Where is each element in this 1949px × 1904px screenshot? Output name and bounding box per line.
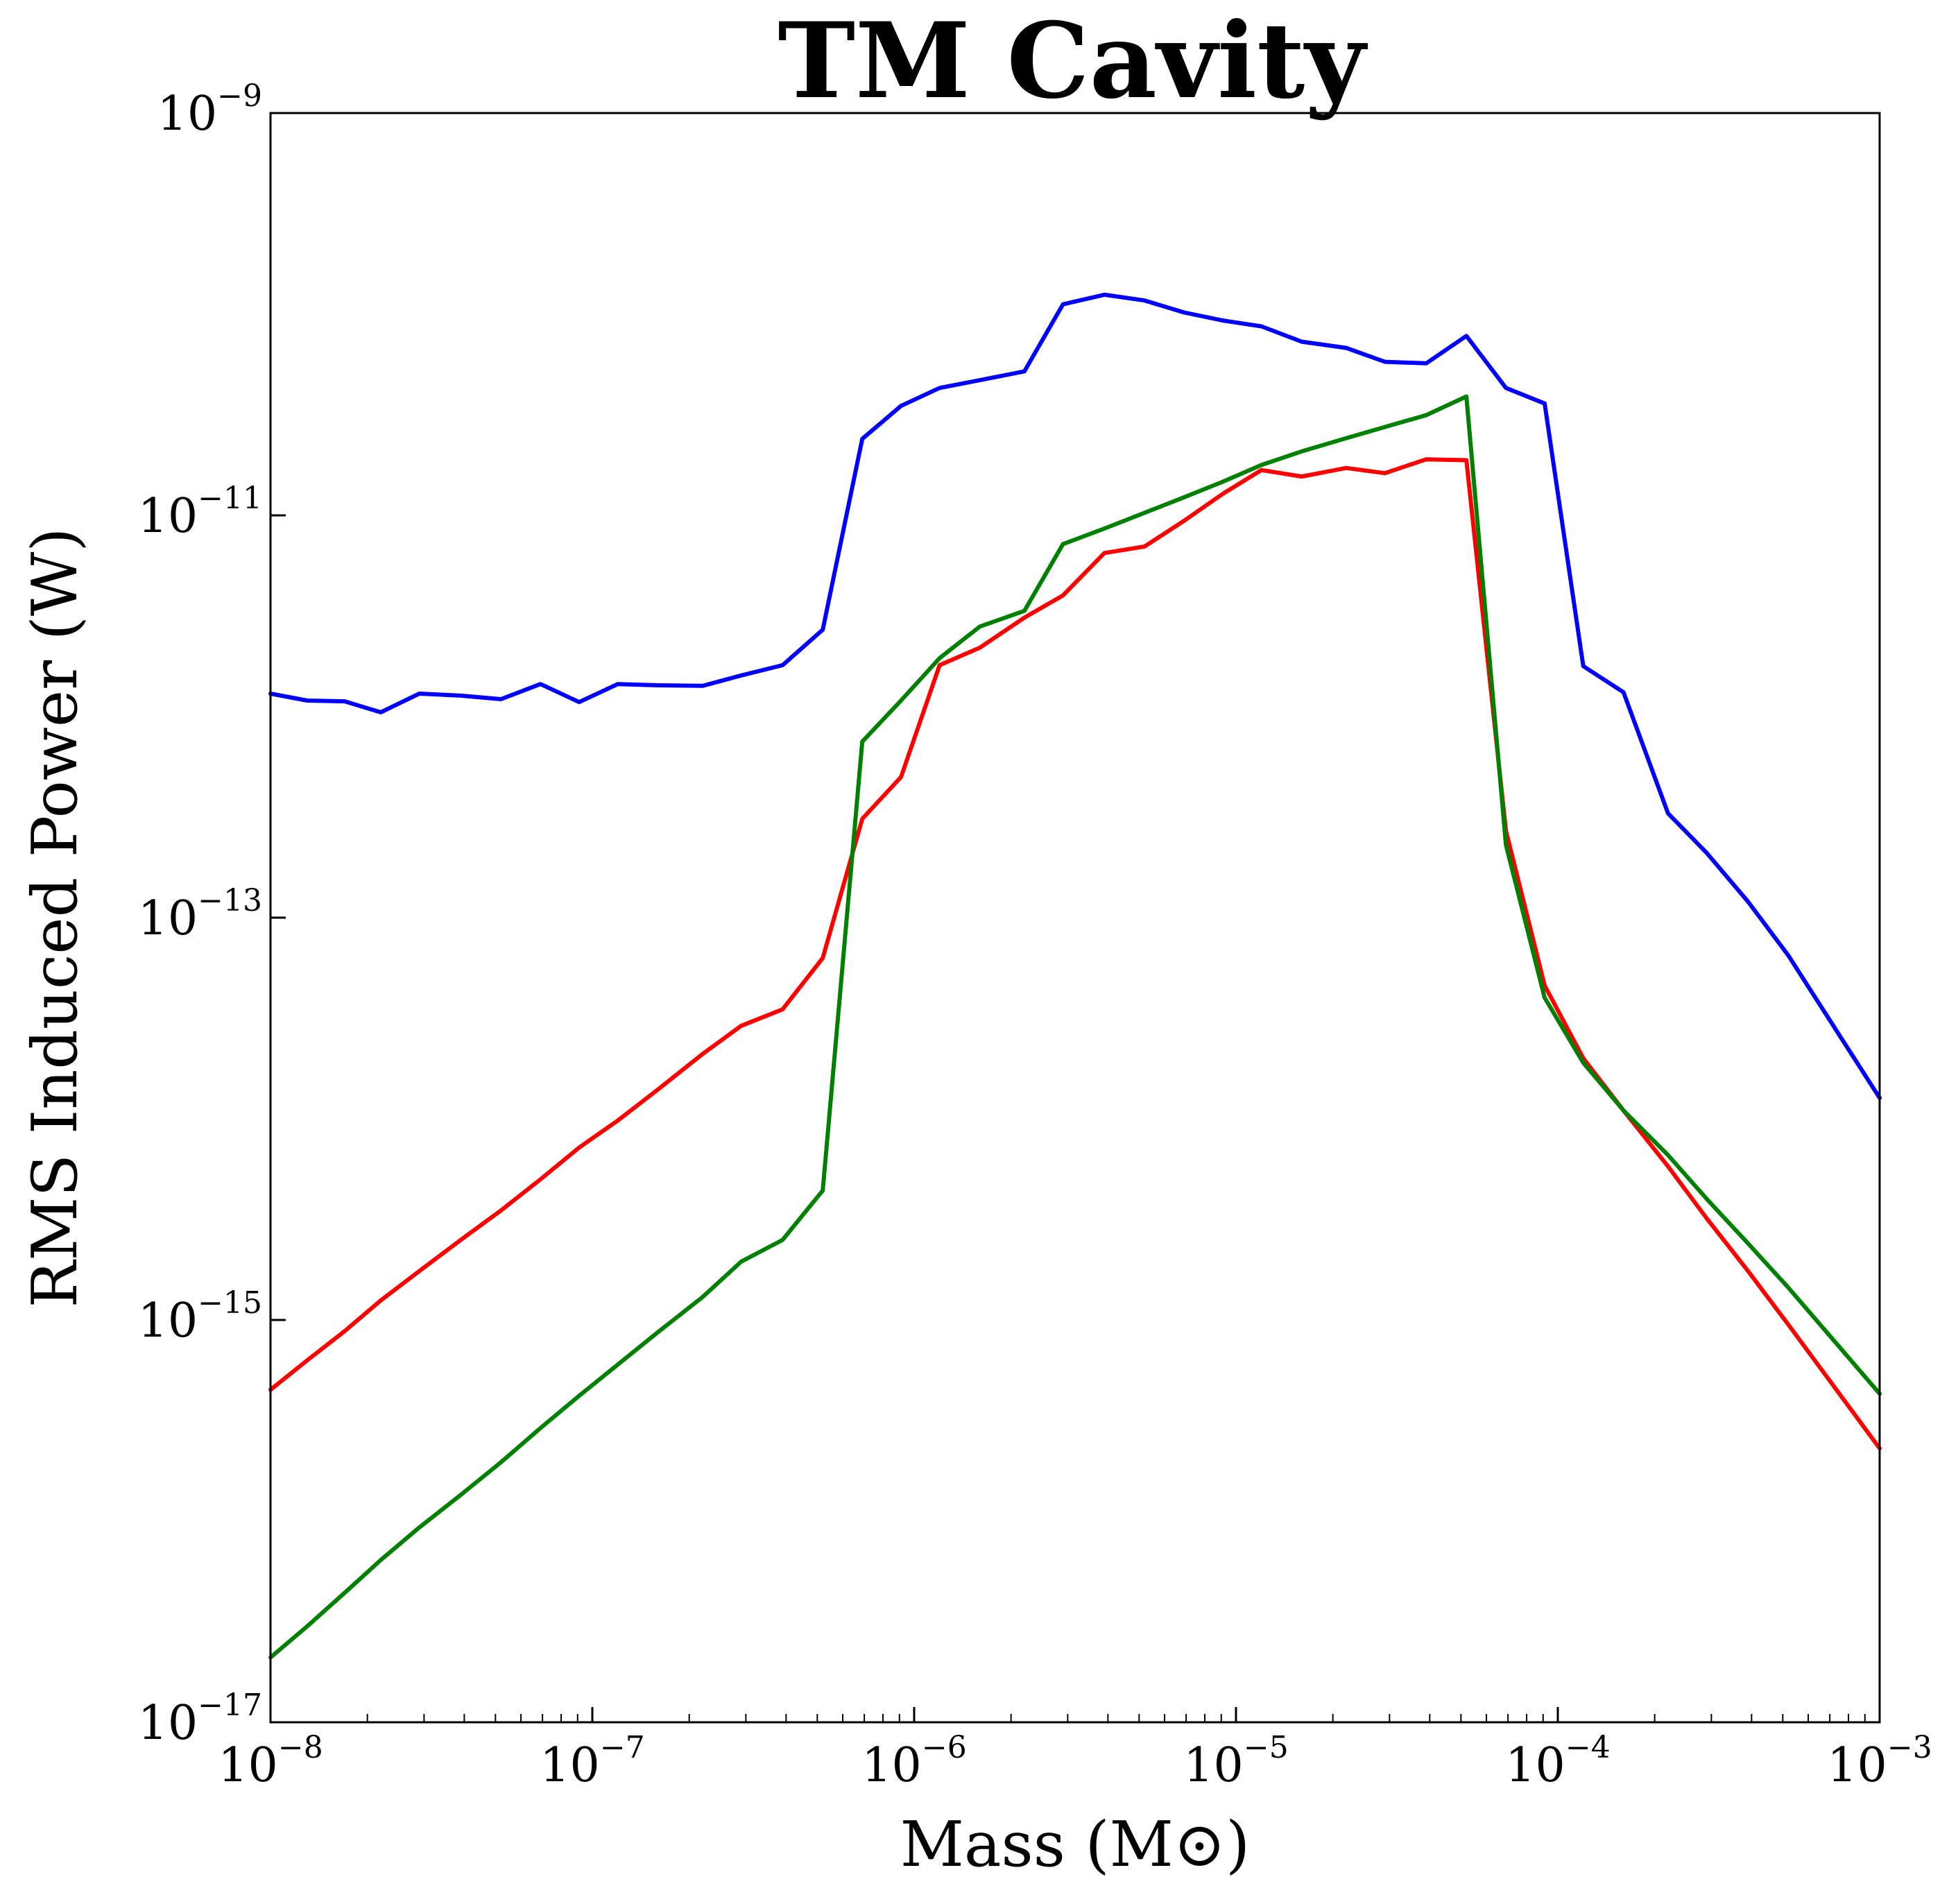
x-tick-label: 10−6 — [861, 1730, 966, 1793]
x-tick-label: 10−3 — [1827, 1730, 1932, 1793]
y-tick-label: 10−13 — [138, 883, 262, 946]
series-line-blue — [268, 292, 1882, 1100]
major-ticks — [269, 112, 1881, 1724]
y-axis-label: RMS Induced Power (W) — [19, 528, 92, 1308]
x-axis-label: Mass (M⊙) — [900, 1808, 1251, 1881]
y-tick-labels: 10−9 10−11 10−13 10−15 10−17 — [138, 78, 262, 1751]
y-tick-label: 10−11 — [138, 481, 262, 544]
series-line-red — [268, 457, 1882, 1451]
minor-ticks — [366, 1714, 1866, 1722]
chart-title: TM Cavity — [778, 0, 1368, 122]
x-tick-label: 10−5 — [1183, 1730, 1288, 1793]
plot-frame — [269, 112, 1881, 1724]
y-tick-label: 10−17 — [138, 1688, 262, 1751]
series-line-green — [268, 394, 1882, 1660]
y-tick-label: 10−9 — [157, 78, 262, 141]
x-tick-labels: 10−8 10−7 10−6 10−5 10−4 10−3 — [218, 1730, 1932, 1793]
plot-area — [268, 112, 1882, 1724]
x-tick-label: 10−4 — [1505, 1730, 1610, 1793]
y-tick-label: 10−15 — [138, 1285, 262, 1348]
x-tick-label: 10−7 — [540, 1730, 644, 1793]
series-layer — [268, 292, 1882, 1660]
x-tick-label: 10−8 — [218, 1730, 323, 1793]
